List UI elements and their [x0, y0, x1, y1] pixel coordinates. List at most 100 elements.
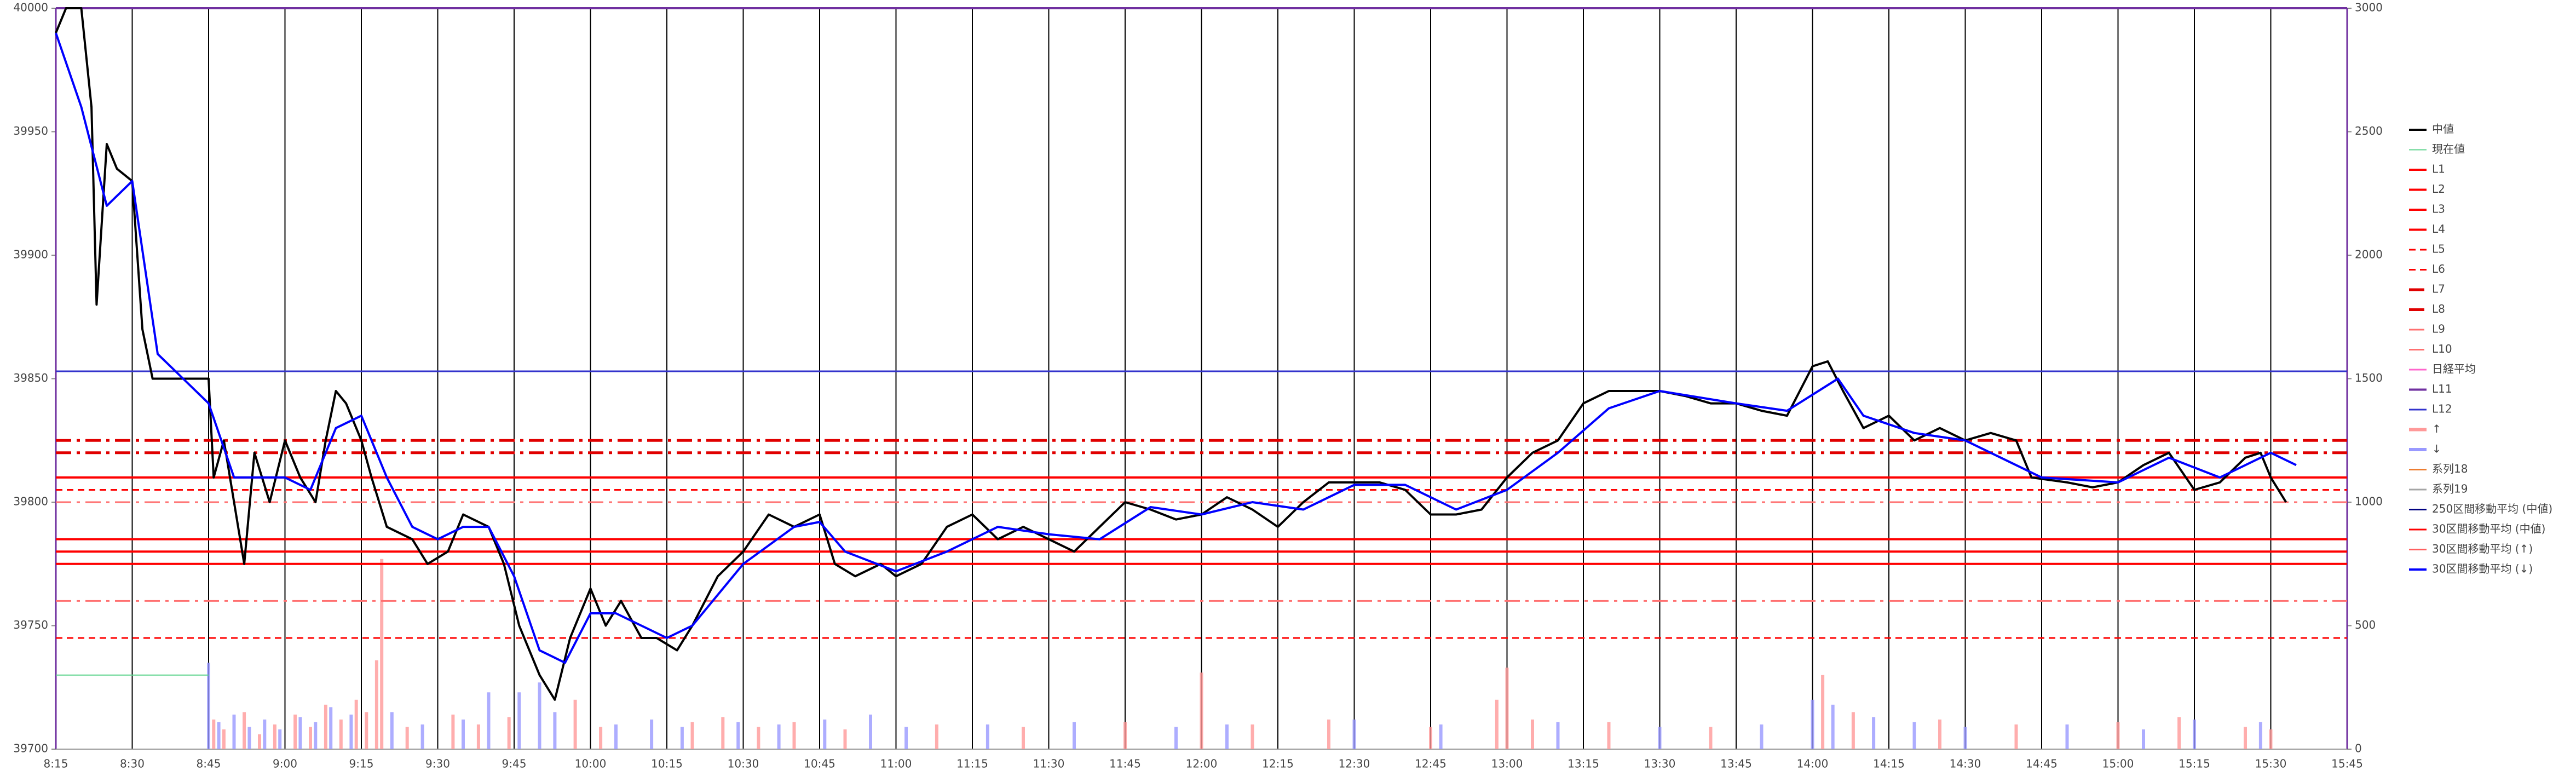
- volume-bar: [986, 724, 989, 749]
- legend-label: L1: [2432, 163, 2445, 176]
- volume-bar: [1174, 727, 1178, 749]
- volume-bar: [243, 712, 246, 749]
- volume-bar: [462, 719, 465, 749]
- volume-bar: [1352, 719, 1356, 749]
- volume-bar: [823, 719, 827, 749]
- legend-label: 日経平均: [2432, 363, 2476, 376]
- volume-bar: [2142, 729, 2145, 749]
- volume-bar: [1495, 699, 1499, 749]
- legend-label: 30区間移動平均 (中値): [2432, 522, 2545, 536]
- volume-bar: [222, 729, 226, 749]
- volume-bar: [324, 704, 327, 749]
- volume-bar: [2269, 729, 2273, 749]
- y2-tick-label: 1500: [2355, 371, 2383, 384]
- volume-bar: [420, 724, 424, 749]
- volume-bar: [314, 722, 318, 749]
- volume-bar: [1327, 719, 1330, 749]
- volume-bar: [258, 734, 261, 749]
- y2-tick-label: 3000: [2355, 1, 2383, 14]
- y-tick-label: 40000: [13, 1, 48, 14]
- legend-label: ↑: [2432, 422, 2441, 435]
- volume-bar: [599, 727, 603, 749]
- volume-bar: [1073, 722, 1076, 749]
- volume-bar: [1250, 724, 1254, 749]
- volume-bar: [1760, 724, 1764, 749]
- x-tick-label: 11:15: [956, 757, 988, 771]
- x-tick-label: 15:15: [2179, 757, 2210, 771]
- legend-label: L2: [2432, 182, 2445, 196]
- x-tick-label: 13:15: [1568, 757, 1599, 771]
- volume-bar: [1200, 672, 1203, 749]
- x-tick-label: 11:30: [1033, 757, 1065, 771]
- x-tick-label: 9:30: [425, 757, 450, 771]
- volume-bar: [247, 727, 251, 749]
- volume-bar: [2014, 724, 2018, 749]
- legend-label: 系列18: [2432, 462, 2468, 475]
- volume-bar: [792, 722, 796, 749]
- x-tick-label: 11:45: [1109, 757, 1141, 771]
- volume-bar: [1556, 722, 1560, 749]
- volume-bar: [263, 719, 267, 749]
- volume-bar: [2244, 727, 2247, 749]
- volume-bar: [650, 719, 654, 749]
- y2-tick-label: 2000: [2355, 248, 2383, 261]
- volume-bar: [278, 729, 282, 749]
- volume-bar: [451, 714, 455, 749]
- volume-bar: [476, 724, 480, 749]
- legend-label: L7: [2432, 283, 2445, 296]
- volume-bar: [232, 714, 236, 749]
- volume-bar: [2065, 724, 2069, 749]
- y-tick-label: 39750: [13, 618, 48, 631]
- volume-bar: [1225, 724, 1229, 749]
- legend-label: L10: [2432, 342, 2452, 355]
- y2-tick-label: 1000: [2355, 495, 2383, 508]
- legend-label: ↓: [2432, 442, 2441, 456]
- volume-bar: [757, 727, 760, 749]
- volume-bar: [517, 692, 521, 749]
- legend-label: L8: [2432, 302, 2445, 315]
- legend-label: L3: [2432, 203, 2445, 216]
- volume-bar: [869, 714, 872, 749]
- volume-bar: [207, 663, 210, 749]
- volume-bar: [1912, 722, 1916, 749]
- volume-bar: [507, 717, 511, 749]
- x-tick-label: 12:45: [1415, 757, 1447, 771]
- x-tick-label: 14:15: [1873, 757, 1905, 771]
- x-tick-label: 15:45: [2331, 757, 2363, 771]
- volume-bar: [538, 682, 541, 749]
- volume-bar: [329, 707, 333, 749]
- volume-bar: [680, 727, 684, 749]
- volume-bar: [1505, 668, 1509, 749]
- y-tick-label: 39700: [13, 742, 48, 755]
- x-tick-label: 9:00: [273, 757, 297, 771]
- x-tick-label: 8:15: [44, 757, 68, 771]
- x-tick-label: 14:30: [1950, 757, 1981, 771]
- volume-bar: [935, 724, 938, 749]
- volume-bar: [1963, 727, 1967, 749]
- volume-bar: [405, 727, 409, 749]
- x-tick-label: 13:45: [1720, 757, 1752, 771]
- volume-bar: [390, 712, 394, 749]
- x-tick-label: 12:30: [1339, 757, 1370, 771]
- x-tick-label: 10:45: [804, 757, 835, 771]
- volume-bar: [298, 717, 302, 749]
- volume-bar: [1938, 719, 1941, 749]
- volume-bar: [354, 699, 358, 749]
- volume-bar: [1811, 699, 1814, 749]
- x-tick-label: 13:00: [1491, 757, 1523, 771]
- series-line: [55, 32, 2297, 664]
- legend-label: 系列19: [2432, 482, 2468, 496]
- x-tick-label: 10:15: [651, 757, 683, 771]
- x-tick-label: 10:00: [575, 757, 607, 771]
- volume-bar: [843, 729, 847, 749]
- x-tick-label: 8:45: [197, 757, 221, 771]
- legend-label: L6: [2432, 262, 2445, 275]
- volume-bar: [1123, 722, 1127, 749]
- volume-bar: [380, 559, 384, 749]
- legend-label: 30区間移動平均 (↓): [2432, 562, 2533, 576]
- y-tick-label: 39850: [13, 371, 48, 384]
- y-tick-label: 39900: [13, 248, 48, 261]
- volume-bar: [777, 724, 781, 749]
- volume-bar: [1831, 704, 1835, 749]
